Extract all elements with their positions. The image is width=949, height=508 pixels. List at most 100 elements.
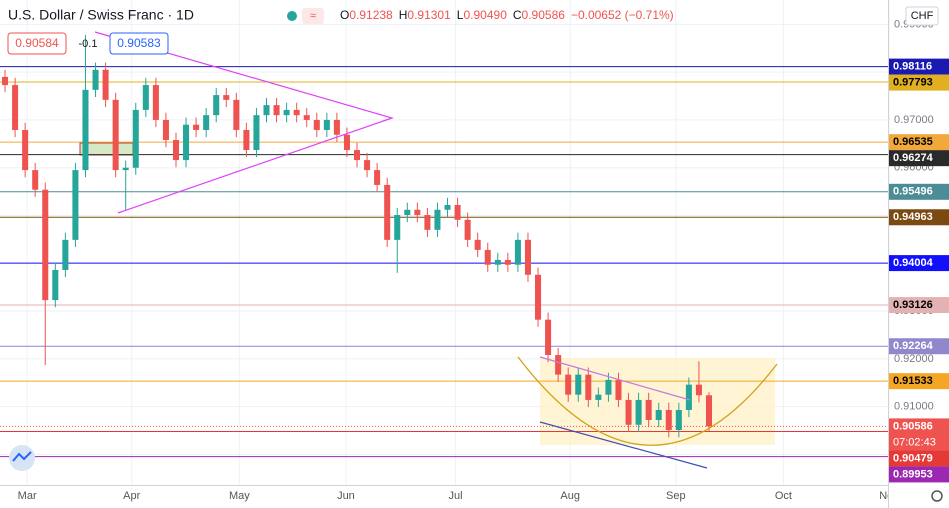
candle-body [645,399,652,421]
candle-body [685,384,692,410]
level-label: 0.94963 [893,211,933,223]
candle-body [374,170,381,185]
candle-body [293,109,300,116]
candle-body [384,184,391,240]
currency-button[interactable] [905,6,939,26]
x-axis: Mar Apr May Jun Jul Aug Sep Oct Nov [18,490,888,502]
candle-body [524,239,531,275]
triangle-pattern [94,31,394,214]
candle-body [364,160,371,171]
channel-lower [539,421,708,469]
candle-body [303,115,310,120]
candle-body [705,395,713,427]
candle-body [595,394,602,400]
candle-body [575,374,582,395]
level-label: 0.93126 [893,299,933,311]
candle-body [102,69,109,100]
candle-body [253,115,260,151]
x-tick-label: Sep [666,490,686,502]
candle-body [655,409,662,421]
candle-body [635,399,642,425]
indicator-icon: ≈ [310,10,316,22]
candle-body [313,119,320,130]
current-price-label: 0.90586 [893,420,933,432]
candle-body [514,239,521,265]
level-label: 0.91533 [893,375,933,387]
candle-body [203,115,210,130]
level-label-bg [889,297,949,314]
grid [0,0,890,485]
level-label-bg [889,74,949,91]
candle-body [615,379,622,400]
level-label: 0.96535 [893,136,933,148]
candle-body [183,124,190,161]
candle-body [695,384,702,396]
indicator-toggle[interactable] [302,8,324,24]
candle-body [414,209,421,216]
candle-body [283,109,290,116]
candle-body [12,85,19,130]
currency: CHF [911,10,934,22]
candle-body [474,239,481,250]
candle-body [233,99,240,130]
level-label: 0.97793 [893,77,933,89]
candle-body [605,379,612,395]
level-label-bg [889,150,949,167]
y-tick-label: 0.91000 [894,401,934,413]
candle-body [333,119,340,135]
candle-body [223,95,230,100]
logo-mark [12,451,32,462]
settings-icon[interactable] [931,490,943,502]
sell-price: 0.90584 [15,36,59,50]
candle-body [22,129,29,171]
candle-body [484,249,491,265]
level-label: 0.90479 [893,452,933,464]
level-label: 0.92264 [893,340,934,352]
buy-button[interactable] [109,32,169,55]
candle-body [62,239,69,270]
ohlc-value: 0.90586 [522,8,566,22]
candle-body [32,170,39,190]
ohlc-key: H [399,8,408,22]
highlight-zone [540,358,775,445]
ohlc-readout: O0.91238 H0.91301 L0.90490 C0.90586 −0.00652… [340,8,674,22]
x-tick-label: Aug [560,490,580,502]
drawings [79,142,775,445]
candle-body [112,99,119,171]
level-label-bg [889,255,949,272]
candle-body [444,204,451,210]
candle-body [353,150,361,161]
level-label-bg [889,134,949,151]
candle-body [625,399,632,425]
levels [0,66,888,458]
candles [2,34,713,438]
candle-body [193,124,200,130]
candle-body [545,319,552,356]
sell-button[interactable] [7,32,67,55]
buy-price: 0.90583 [117,36,161,50]
candle-body [132,109,139,168]
candle-body [404,209,411,216]
candle-body [42,189,49,301]
level-label-bg [889,209,949,226]
candle-body [152,85,159,120]
y-tick-label: 0.97000 [894,114,934,126]
x-tick-label: Mar [18,490,37,502]
candle-body [263,105,270,116]
candle-body [585,374,592,400]
candle-body [72,170,79,240]
chart-title: U.S. Dollar / Swiss Franc · 1D [8,7,194,23]
pattern-drawings [94,31,778,469]
candle-body [122,167,129,171]
candle-body [343,134,350,151]
x-tick-label: Oct [775,490,792,502]
level-label: 0.94004 [893,257,934,269]
level-label-bg [889,373,949,390]
candle-body [494,259,501,265]
candle-body [273,105,280,116]
level-label-bg [889,338,949,355]
spread: -0.1 [79,38,98,50]
level-label: 0.95496 [893,186,933,198]
candle-body [424,215,431,230]
